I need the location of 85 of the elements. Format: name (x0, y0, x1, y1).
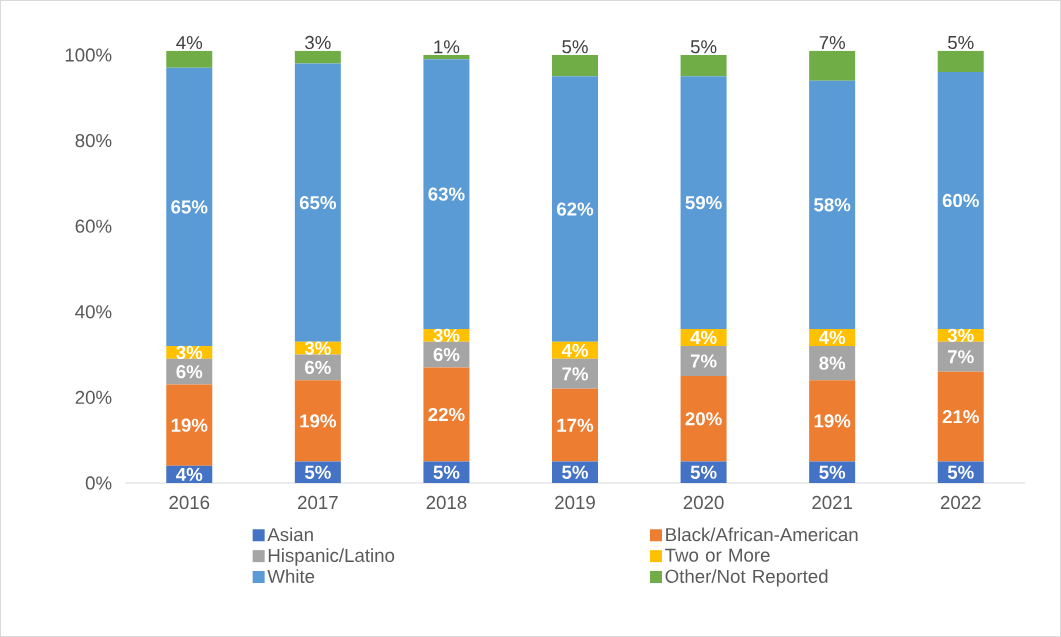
y-tick-label: 40% (75, 305, 112, 319)
bar (552, 54, 598, 77)
data-label: 19% (171, 418, 208, 432)
bar (937, 341, 984, 372)
data-label: 7% (690, 354, 717, 368)
bar (423, 367, 470, 462)
bar (809, 50, 856, 81)
legend-label: Hispanic/Latino (268, 548, 395, 566)
data-label: 5% (304, 465, 331, 479)
data-label: 8% (819, 356, 846, 370)
data-label: 3% (947, 328, 974, 342)
data-label: 6% (305, 360, 331, 375)
data-label: 3% (305, 35, 331, 50)
data-label: 62% (557, 202, 594, 216)
data-label: 4% (176, 36, 203, 50)
data-label: 17% (557, 418, 594, 432)
bar (294, 63, 341, 342)
legend-label: Asian (267, 527, 313, 542)
bar (552, 358, 598, 389)
bar (294, 50, 341, 64)
data-label: 7% (948, 350, 974, 364)
y-tick-label: 60% (75, 219, 112, 233)
data-label: 59% (685, 196, 722, 210)
data-label: 63% (428, 187, 465, 201)
data-label: 7% (819, 36, 845, 50)
data-label: 5% (433, 465, 460, 479)
bar (937, 50, 984, 73)
bar (552, 76, 598, 342)
data-label: 5% (819, 465, 846, 479)
data-label: 5% (948, 35, 974, 50)
data-label: 3% (304, 341, 331, 355)
x-tick-label: 2020 (683, 495, 724, 510)
data-label: 1% (434, 40, 460, 54)
bar (423, 54, 470, 60)
data-label: 60% (942, 193, 979, 208)
bar (294, 380, 341, 462)
data-label: 5% (562, 40, 588, 54)
bar (552, 388, 598, 462)
data-label: 4% (176, 467, 203, 482)
data-label: 5% (690, 465, 717, 479)
data-label: 65% (299, 196, 337, 210)
data-label: 6% (176, 365, 203, 379)
bar (680, 376, 727, 462)
legend-label: Black/African-American (666, 527, 858, 542)
legend-label: White (267, 569, 315, 583)
y-tick-label: 0% (85, 476, 112, 490)
data-label: 5% (947, 465, 974, 479)
data-label: 19% (300, 414, 337, 428)
x-tick-label: 2021 (812, 495, 853, 510)
bar (680, 76, 727, 329)
data-label: 7% (562, 367, 588, 381)
data-label: 4% (561, 343, 588, 357)
x-tick-label: 2016 (169, 495, 210, 510)
y-tick-label: 100% (65, 48, 112, 62)
bar (680, 346, 727, 377)
data-label: 65% (171, 200, 208, 214)
data-label: 20% (685, 412, 722, 426)
bar (166, 67, 213, 347)
y-tick-label: 20% (75, 390, 112, 405)
x-tick-label: 2017 (298, 495, 338, 510)
bar (166, 50, 213, 68)
data-label: 4% (818, 330, 846, 345)
bar (680, 54, 727, 77)
data-label: 58% (814, 198, 851, 212)
data-label: 3% (176, 345, 203, 360)
data-label: 21% (942, 410, 979, 424)
data-label: 5% (690, 40, 717, 54)
bar (166, 384, 213, 466)
bar (937, 72, 984, 329)
x-tick-label: 2018 (426, 495, 467, 510)
bar (809, 80, 856, 329)
bar (423, 59, 470, 329)
data-label: 22% (428, 407, 465, 422)
data-label: 19% (814, 414, 851, 428)
bar (809, 380, 856, 462)
y-tick-label: 80% (75, 133, 112, 148)
x-tick-label: 2022 (940, 495, 981, 510)
data-label: 4% (690, 330, 717, 345)
data-label: 5% (562, 465, 588, 479)
x-tick-label: 2019 (555, 495, 595, 510)
legend-label: Two or More (665, 548, 770, 562)
legend-label: Other/Not Reported (665, 569, 828, 587)
bar (937, 371, 984, 462)
data-label: 3% (433, 328, 460, 342)
data-label: 6% (433, 347, 460, 362)
